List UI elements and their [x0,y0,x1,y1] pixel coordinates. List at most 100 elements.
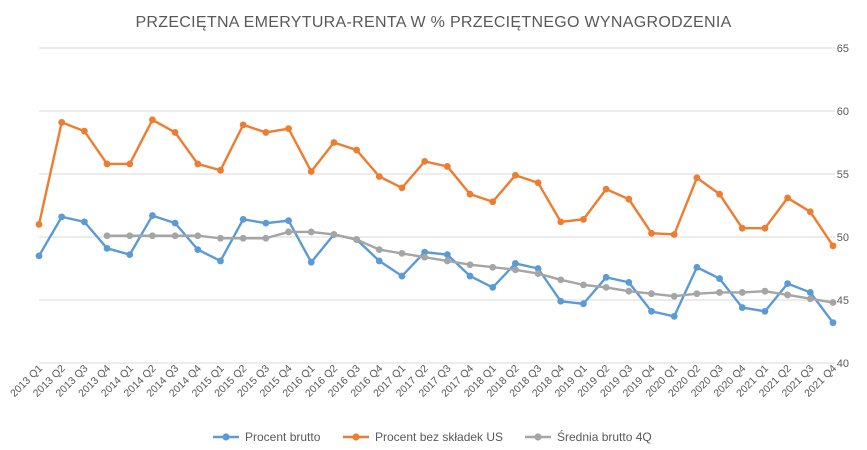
data-point [670,292,678,300]
data-point [534,265,542,272]
data-point [557,297,565,305]
legend-label: Procent bez składek US [375,430,503,444]
data-point [761,287,769,295]
data-point [716,190,723,198]
data-point [738,304,746,311]
data-point [580,281,587,289]
data-point [512,171,519,179]
data-point [580,300,587,308]
legend-marker [534,433,542,441]
gridlines [39,47,835,364]
data-point [35,221,43,228]
data-point [534,270,542,277]
data-point [738,224,746,232]
y-tick-label: 65 [837,43,849,55]
data-point [648,307,655,315]
data-point [375,257,383,265]
data-point [262,219,270,227]
data-point [171,219,179,227]
data-point [580,215,587,223]
series-0 [35,212,837,327]
data-point [126,232,134,240]
data-point [217,257,224,265]
data-point [489,263,497,271]
data-point [126,251,134,259]
data-point [398,272,406,280]
data-point [602,273,610,281]
data-point [239,215,247,223]
data-point [239,121,247,129]
data-point [126,160,134,168]
data-point [103,244,111,252]
data-point [557,276,565,284]
legend-label: Średnia brutto 4Q [557,429,652,444]
data-point [761,224,769,232]
data-point [285,125,292,133]
data-point [761,307,769,315]
data-point [784,280,792,288]
y-tick-label: 45 [837,295,849,307]
data-point [716,275,723,282]
data-point [171,232,179,240]
data-point [829,242,837,250]
data-point [194,246,202,254]
data-point [693,174,701,182]
data-point [353,146,360,154]
data-point [806,208,814,216]
legend-marker [222,433,230,441]
data-point [171,129,179,136]
y-tick-label: 60 [837,106,849,118]
data-point [330,139,338,146]
legend-item: Średnia brutto 4Q [525,429,652,444]
data-point [489,284,497,291]
data-point [466,261,474,269]
series-line [37,214,834,324]
data-point [557,218,565,226]
y-tick-label: 50 [837,232,849,244]
data-point [602,284,610,291]
data-point [58,118,66,126]
data-point [307,228,315,236]
data-point [80,127,88,135]
data-point [103,160,111,168]
data-point [716,289,723,296]
data-point [353,236,360,243]
data-point [625,278,633,286]
data-point [285,217,292,225]
data-point [512,260,519,267]
data-point [784,291,792,299]
data-point [330,231,338,238]
data-point [375,246,383,254]
legend-item: Procent bez składek US [343,430,503,444]
data-point [648,290,655,298]
data-point [670,231,678,238]
series-line [37,118,834,247]
y-tick-label: 55 [837,169,849,181]
data-point [466,272,474,280]
data-point [217,234,224,242]
data-point [466,190,474,198]
series [35,116,837,327]
data-point [693,290,701,298]
data-point [375,173,383,180]
y-tick-label: 40 [837,358,849,370]
data-point [217,166,224,174]
data-point [194,232,202,240]
chart-title: PRZECIĘTNA EMERYTURA-RENTA W % PRZECIĘTN… [135,14,731,31]
data-point [307,168,315,175]
data-point [103,232,111,240]
data-point [421,158,429,165]
series-1 [35,116,837,250]
data-point [262,234,270,242]
legend-item: Procent brutto [213,430,321,444]
data-point [35,252,43,260]
legend-marker [352,433,360,441]
data-point [149,116,156,124]
data-point [80,218,88,226]
y-axis: 40 45 50 55 60 65 [837,43,849,370]
data-point [829,299,837,306]
legend-label: Procent brutto [245,430,321,444]
data-point [489,198,497,206]
data-point [421,248,429,256]
